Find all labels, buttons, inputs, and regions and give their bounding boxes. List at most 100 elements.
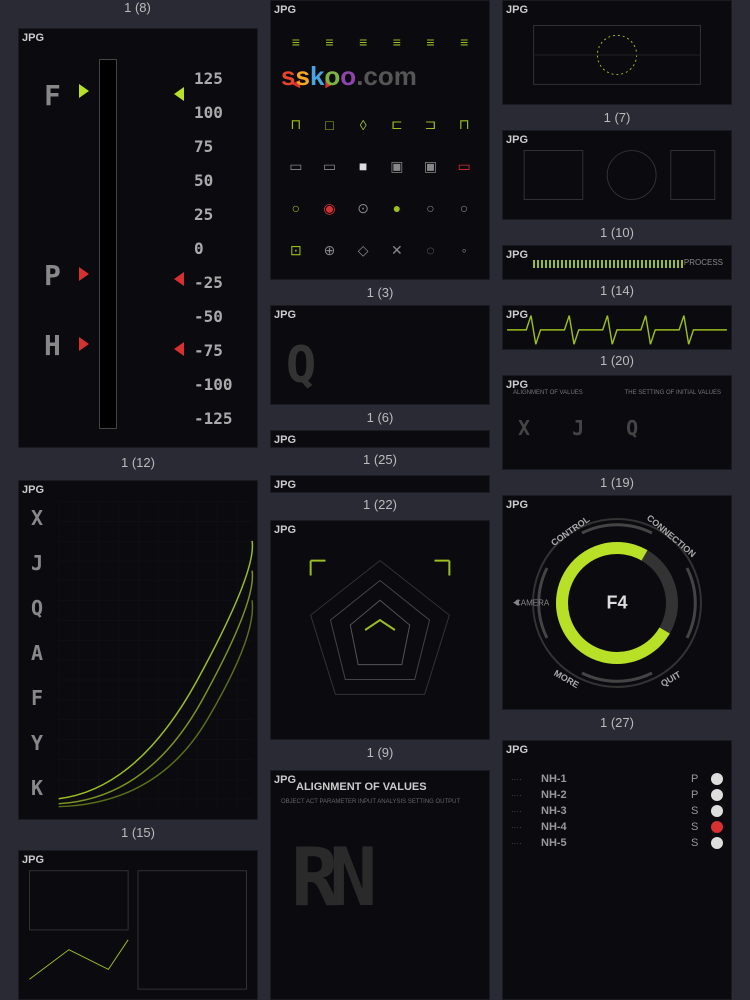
gauge-tick: -50 (194, 307, 223, 326)
gauge-tick: 0 (194, 239, 204, 258)
thumb-27[interactable]: JPG CONTROL CONNECTION MORE QUIT F4 CAME… (502, 495, 732, 710)
item-name: NH-2 (541, 789, 691, 801)
caption-6: 1 (6) (270, 410, 490, 425)
badge: JPG (506, 744, 528, 756)
list-item[interactable]: ····NH-5S (503, 835, 731, 851)
thumb-values[interactable]: JPG ALIGNMENT OF VALUES OBJECT ACT PARAM… (270, 770, 490, 1000)
ui-icon: ■ (350, 149, 376, 183)
ui-icon: ● (384, 191, 410, 225)
thumb-7[interactable]: JPG (502, 0, 732, 105)
caption-27: 1 (27) (502, 715, 732, 730)
marker-icon (174, 272, 184, 286)
gauge-tick: -125 (194, 409, 233, 428)
ui-icon: ◇ (350, 233, 376, 267)
caption-12: 1 (12) (18, 455, 258, 470)
icon-grid: ≡≡≡≡≡≡◄►⊓□◊⊏⊐⊓▭▭■▣▣▭○◉⊙●○○⊡⊕◇✕◌◦ (271, 1, 489, 279)
caption-3: 1 (3) (270, 285, 490, 300)
badge: JPG (274, 774, 296, 786)
thumb-nh[interactable]: JPG ····NH-1P····NH-2P····NH-3S····NH-4S… (502, 740, 732, 1000)
marker-icon (174, 342, 184, 356)
gauge-tick: 100 (194, 103, 223, 122)
item-flag: P (691, 773, 711, 785)
ui-icon: □ (317, 108, 343, 142)
ui-icon: ≡ (317, 26, 343, 59)
thumb-20[interactable]: JPG (502, 305, 732, 350)
column-headers: OBJECT ACT PARAMETER INPUT ANALYSIS SETT… (281, 799, 460, 805)
caption-25: 1 (25) (270, 452, 490, 467)
ui-icon: ⊐ (418, 108, 444, 142)
status-dot-icon (711, 773, 723, 785)
thumb-19[interactable]: JPG ALIGNMENT OF VALUES THE SETTING OF I… (502, 375, 732, 470)
thumb-3[interactable]: JPG ≡≡≡≡≡≡◄►⊓□◊⊏⊐⊓▭▭■▣▣▭○◉⊙●○○⊡⊕◇✕◌◦ ssk… (270, 0, 490, 280)
gauge-tick: 25 (194, 205, 213, 224)
badge: JPG (506, 134, 528, 146)
gauge-letter-f: F (44, 79, 61, 112)
list-item[interactable]: ····NH-1P (503, 771, 731, 787)
thumb-9[interactable]: JPG (270, 520, 490, 740)
badge: JPG (274, 479, 296, 491)
item-flag: S (691, 821, 711, 833)
caption-7: 1 (7) (502, 110, 732, 125)
process-label: PROCESS (684, 258, 723, 267)
thumb-25[interactable]: JPG (270, 430, 490, 448)
item-flag: P (691, 789, 711, 801)
list-item[interactable]: ····NH-3S (503, 803, 731, 819)
ui-icon: ≡ (283, 26, 309, 59)
ui-icon: ◊ (350, 108, 376, 142)
badge: JPG (506, 249, 528, 261)
ui-icon: ◄ (283, 67, 309, 100)
item-flag: S (691, 805, 711, 817)
item-name: NH-3 (541, 805, 691, 817)
gauge-letter-p: P (44, 259, 61, 292)
caption-9: 1 (9) (270, 745, 490, 760)
ui-icon: ▭ (451, 149, 477, 183)
thumb-12[interactable]: JPG F P H 1251007550250-25-50-75-100-125 (18, 28, 258, 448)
ui-icon: ◌ (418, 233, 444, 267)
status-dot-icon (711, 805, 723, 817)
thumb-10[interactable]: JPG (502, 130, 732, 220)
thumb-22[interactable]: JPG (270, 475, 490, 493)
ui-icon: ⊕ (317, 233, 343, 267)
thumb-bottom[interactable]: JPG (18, 850, 258, 1000)
caption-22: 1 (22) (270, 497, 490, 512)
marker-icon (79, 337, 89, 351)
ui-icon: ⊙ (350, 191, 376, 225)
gauge-bar (99, 59, 117, 429)
gauge-letter-h: H (44, 329, 61, 362)
thumb-6[interactable]: JPG Q (270, 305, 490, 405)
panel-letter: Q (286, 336, 316, 394)
ui-icon: ○ (418, 191, 444, 225)
caption-14: 1 (14) (502, 283, 732, 298)
caption-8: 1 (8) (75, 0, 200, 15)
badge: JPG (274, 524, 296, 536)
ui-icon (350, 67, 376, 100)
chevron-left-icon: ◄ (511, 597, 521, 608)
ui-icon: ⊏ (384, 108, 410, 142)
item-name: NH-4 (541, 821, 691, 833)
caption-20: 1 (20) (502, 353, 732, 368)
panel-title: ALIGNMENT OF VALUES (296, 781, 427, 793)
gauge-tick: -75 (194, 341, 223, 360)
badge: JPG (22, 854, 44, 866)
list-item[interactable]: ····NH-4S (503, 819, 731, 835)
ui-icon (384, 67, 410, 100)
item-name: NH-1 (541, 773, 691, 785)
item-name: NH-5 (541, 837, 691, 849)
ui-icon: ○ (283, 191, 309, 225)
ui-icon: ≡ (384, 26, 410, 59)
thumb-14[interactable]: JPG PROCESS (502, 245, 732, 280)
gauge-tick: 50 (194, 171, 213, 190)
ui-icon: ⊡ (283, 233, 309, 267)
status-dot-icon (711, 789, 723, 801)
item-flag: S (691, 837, 711, 849)
ui-icon: ⊓ (451, 108, 477, 142)
ui-icon: ▣ (384, 149, 410, 183)
marker-icon (174, 87, 184, 101)
ui-icon: ≡ (451, 26, 477, 59)
badge: JPG (274, 4, 296, 16)
caption-10: 1 (10) (502, 225, 732, 240)
list-item[interactable]: ····NH-2P (503, 787, 731, 803)
ui-icon: ≡ (418, 26, 444, 59)
thumb-15[interactable]: JPG XJQAFYK (18, 480, 258, 820)
status-dot-icon (711, 821, 723, 833)
